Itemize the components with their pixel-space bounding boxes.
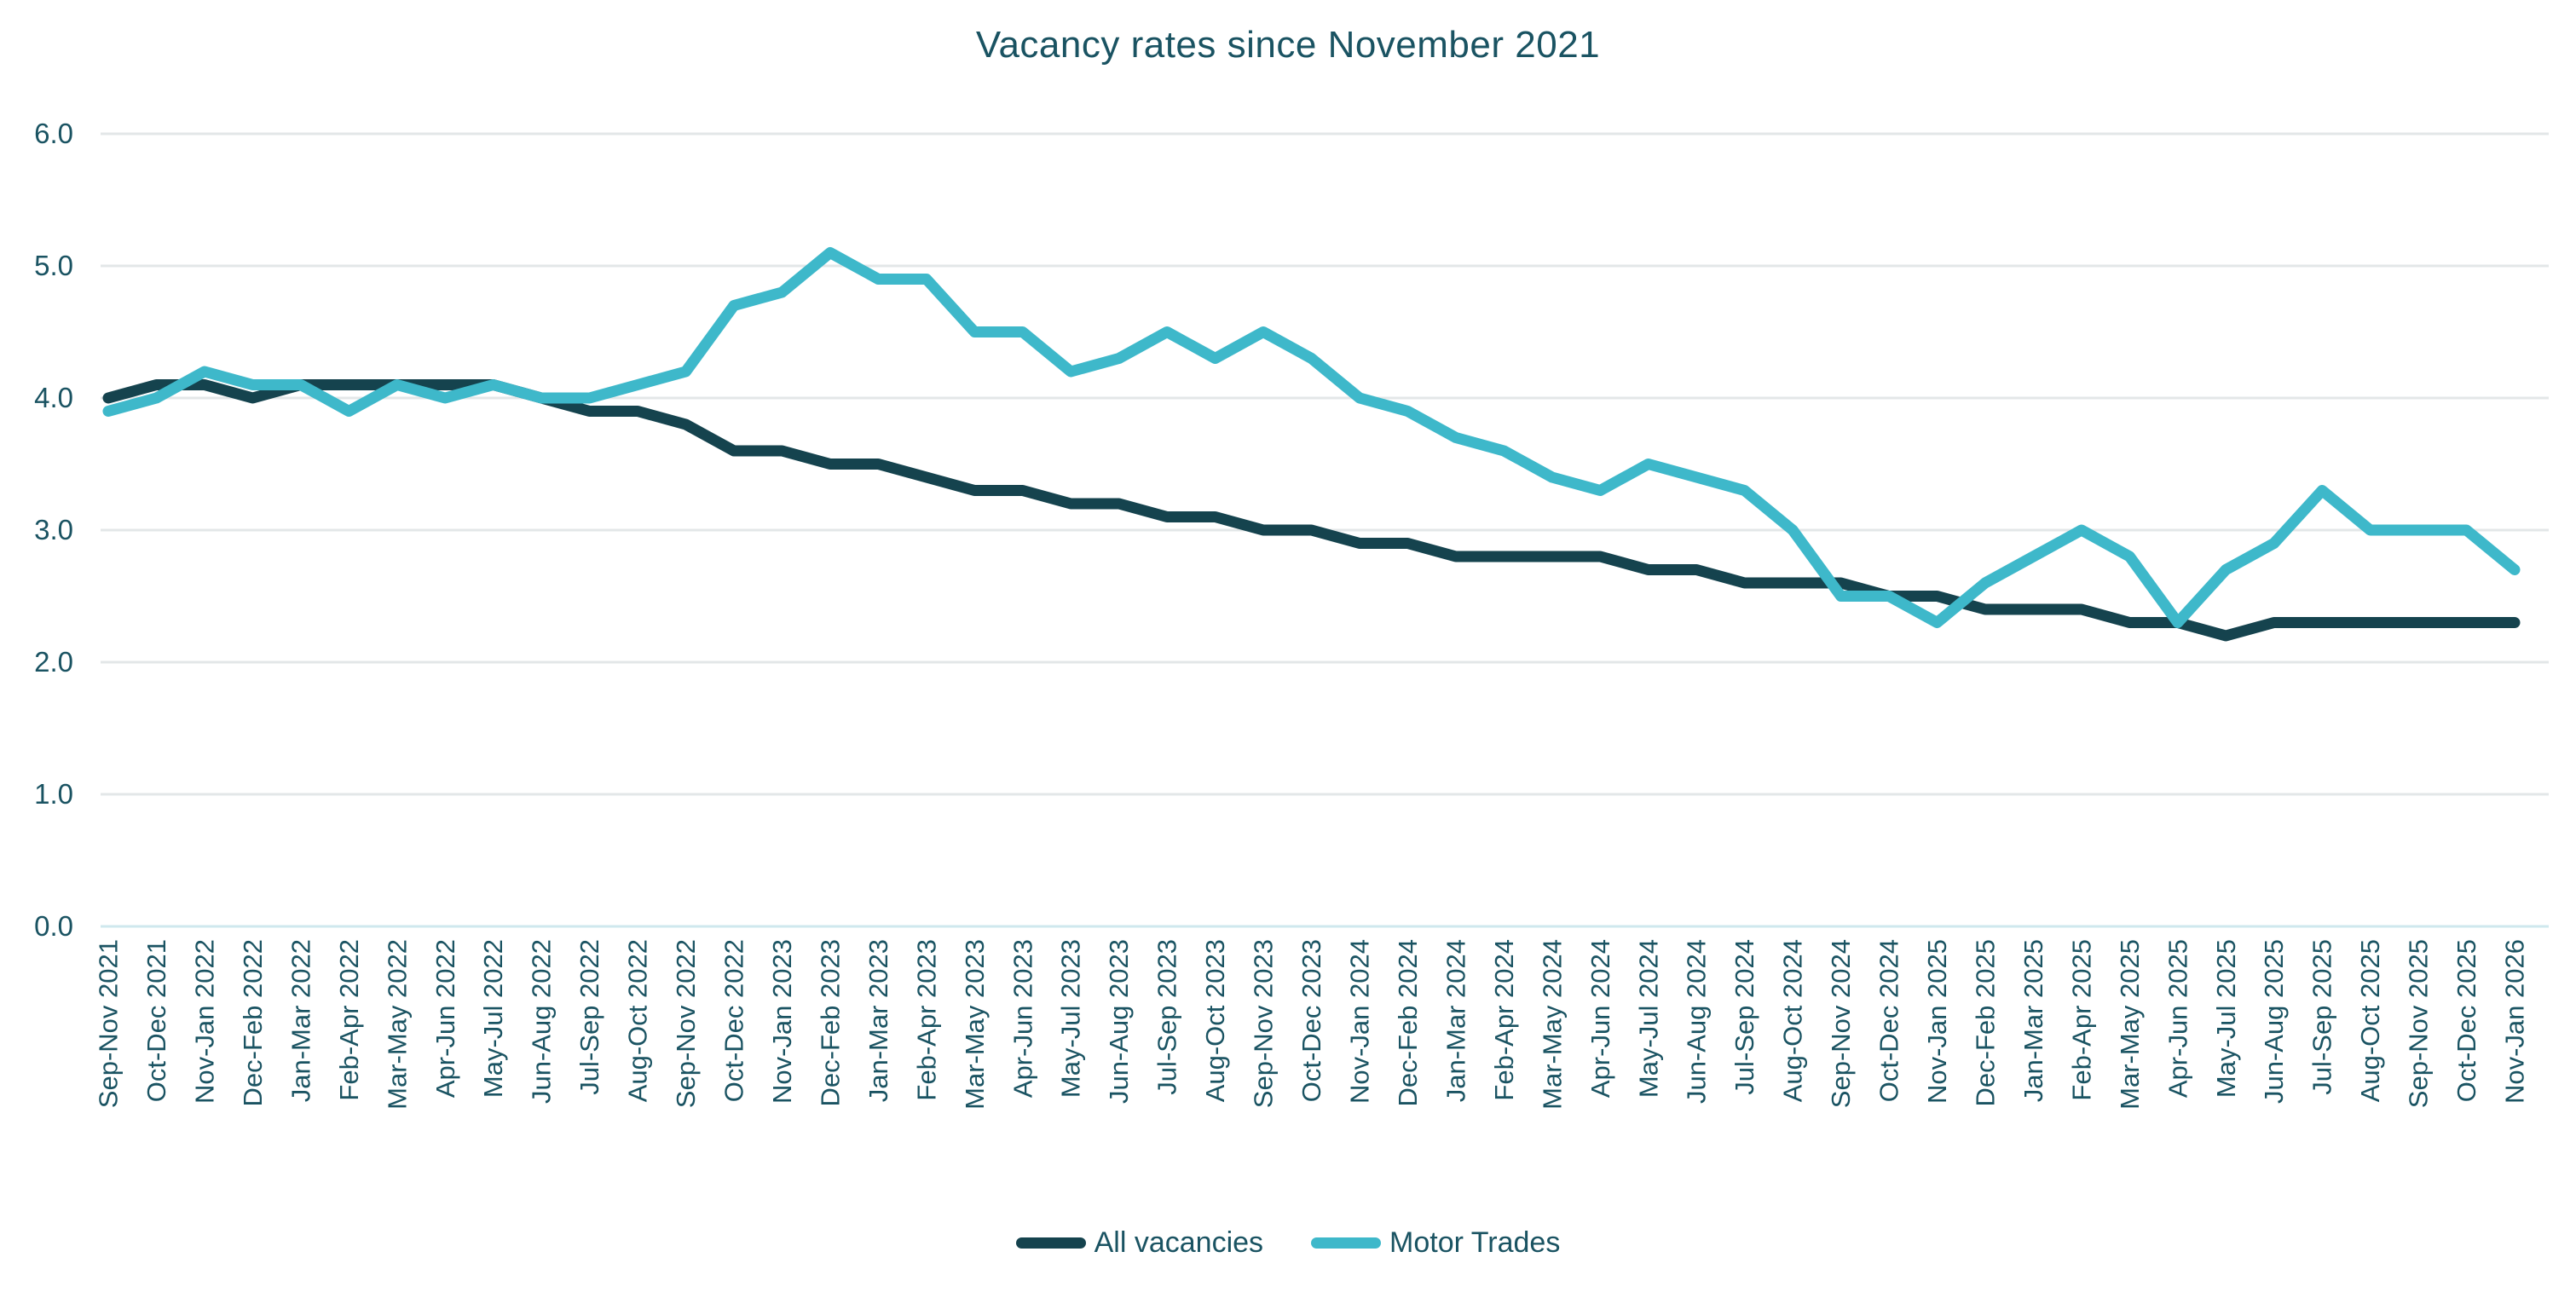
legend: All vacancies Motor Trades (0, 1226, 2576, 1260)
x-axis-tick-label: Nov-Jan 2022 (189, 939, 219, 1104)
y-axis-tick-label: 6.0 (34, 118, 73, 149)
x-axis-tick-label: Mar-May 2025 (2115, 939, 2145, 1110)
x-axis-tick-label: Aug-Oct 2023 (1200, 939, 1230, 1102)
x-axis-tick-label: Aug-Oct 2024 (1778, 939, 1808, 1102)
all-vacancies-line-swatch (1015, 1237, 1086, 1249)
x-axis-tick-label: Jun-Aug 2022 (527, 939, 557, 1104)
x-axis-tick-label: Aug-Oct 2022 (623, 939, 653, 1102)
x-axis-tick-label: Oct-Dec 2022 (719, 939, 749, 1102)
x-axis-tick-label: Sep-Nov 2024 (1826, 939, 1856, 1108)
x-axis-tick-label: Jan-Mar 2024 (1441, 939, 1470, 1102)
x-axis-tick-label: Oct-Dec 2023 (1297, 939, 1326, 1102)
x-axis-tick-label: Sep-Nov 2023 (1249, 939, 1279, 1108)
x-axis-tick-label: Oct-Dec 2021 (142, 939, 171, 1102)
x-axis-tick-label: Jan-Mar 2025 (2019, 939, 2048, 1102)
x-axis-tick-label: Jul-Sep 2025 (2307, 939, 2337, 1095)
y-axis-tick-label: 2.0 (34, 646, 73, 678)
x-axis-tick-label: Nov-Jan 2024 (1345, 939, 1375, 1104)
x-axis-tick-label: Apr-Jun 2023 (1008, 939, 1037, 1098)
x-axis-tick-label: Oct-Dec 2024 (1874, 939, 1904, 1102)
legend-label-all-vacancies: All vacancies (1094, 1226, 1264, 1259)
x-axis-tick-label: Jul-Sep 2022 (575, 939, 604, 1095)
motor-trades-line-swatch (1311, 1237, 1382, 1249)
x-axis-tick-label: Apr-Jun 2025 (2163, 939, 2192, 1098)
x-axis-tick-label: Nov-Jan 2026 (2500, 939, 2530, 1104)
legend-item-motor-trades: Motor Trades (1311, 1226, 1560, 1260)
x-axis-tick-label: May-Jul 2022 (478, 939, 508, 1098)
x-axis-tick-label: Sep-Nov 2025 (2404, 939, 2434, 1108)
x-axis-tick-label: Apr-Jun 2024 (1585, 939, 1615, 1098)
x-axis-tick-label: Dec-Feb 2023 (815, 939, 845, 1106)
x-axis-tick-label: Feb-Apr 2023 (911, 939, 941, 1101)
y-axis-tick-label: 5.0 (34, 250, 73, 281)
x-axis-tick-label: Apr-Jun 2022 (430, 939, 460, 1098)
y-axis-tick-label: 0.0 (34, 910, 73, 942)
x-axis-tick-label: Mar-May 2024 (1537, 939, 1567, 1110)
x-axis-tick-label: Sep-Nov 2021 (94, 939, 124, 1108)
x-axis-tick-label: Aug-Oct 2025 (2355, 939, 2385, 1102)
chart-title: Vacancy rates since November 2021 (975, 24, 1601, 66)
x-axis-tick-label: Jul-Sep 2024 (1730, 939, 1759, 1095)
x-axis-tick-label: May-Jul 2024 (1633, 939, 1663, 1098)
x-axis-tick-label: Dec-Feb 2025 (1970, 939, 2000, 1106)
x-axis-tick-label: Jun-Aug 2024 (1682, 939, 1712, 1104)
x-axis-tick-label: Mar-May 2023 (960, 939, 990, 1110)
legend-item-all-vacancies: All vacancies (1015, 1226, 1264, 1260)
x-axis-tick-label: Jul-Sep 2023 (1152, 939, 1182, 1095)
x-axis-tick-label: Dec-Feb 2022 (238, 939, 268, 1106)
x-axis-tick-label: May-Jul 2025 (2211, 939, 2241, 1098)
x-axis-tick-label: May-Jul 2023 (1056, 939, 1086, 1098)
x-axis-tick-label: Sep-Nov 2022 (671, 939, 701, 1108)
legend-label-motor-trades: Motor Trades (1389, 1226, 1561, 1259)
x-axis-tick-label: Dec-Feb 2024 (1393, 939, 1423, 1106)
x-axis-tick-label: Oct-Dec 2025 (2452, 939, 2481, 1102)
y-axis-tick-label: 3.0 (34, 514, 73, 545)
y-axis-tick-label: 4.0 (34, 382, 73, 413)
series-line-motor-trades (102, 247, 2521, 628)
x-axis-tick-label: Nov-Jan 2023 (767, 939, 797, 1104)
x-axis-tick-label: Jun-Aug 2025 (2259, 939, 2289, 1104)
x-axis-tick-label: Jun-Aug 2023 (1104, 939, 1134, 1104)
x-axis-tick-label: Jan-Mar 2023 (863, 939, 893, 1102)
y-axis-tick-label: 1.0 (34, 778, 73, 810)
x-axis-tick-label: Mar-May 2022 (382, 939, 412, 1110)
x-axis-tick-label: Nov-Jan 2025 (1922, 939, 1952, 1104)
x-axis-tick-label: Feb-Apr 2022 (334, 939, 364, 1101)
x-axis-tick-label: Jan-Mar 2022 (286, 939, 315, 1102)
x-axis-tick-label: Feb-Apr 2025 (2066, 939, 2096, 1101)
x-axis-tick-label: Feb-Apr 2024 (1489, 939, 1519, 1101)
